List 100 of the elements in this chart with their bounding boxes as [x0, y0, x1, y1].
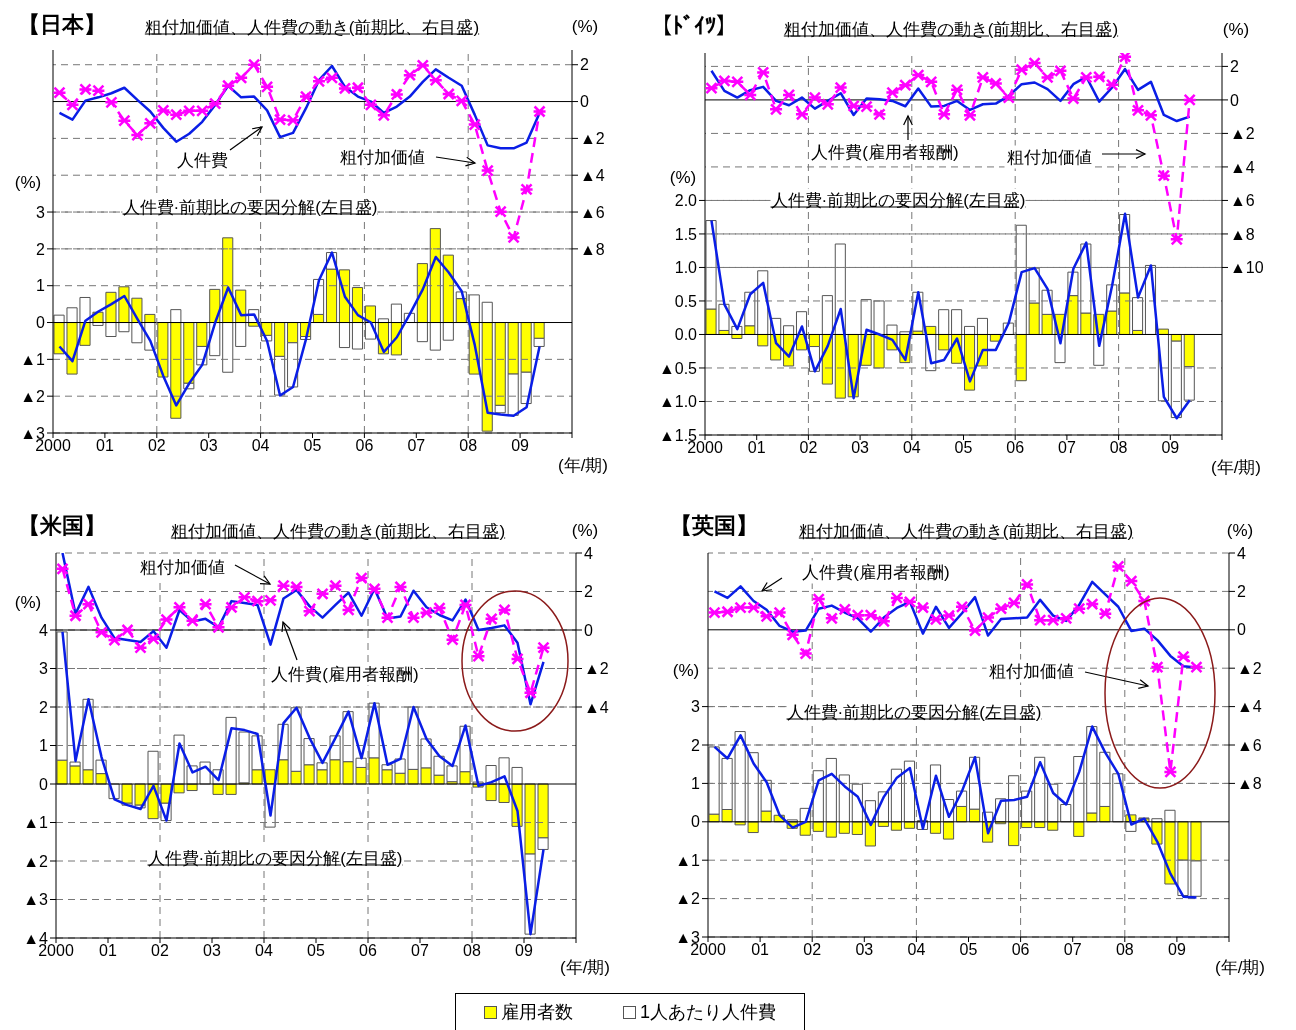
y-tick-label: ▲1 [20, 351, 46, 369]
x-tick-label: 01 [751, 941, 770, 959]
chart-title: 【米国】 [18, 512, 106, 540]
annotation: 人件費·前期比の要因分解(左目盛) [770, 188, 1026, 212]
y2-tick-label: 0 [580, 93, 589, 111]
y-axis-title: (%) [14, 593, 42, 613]
chart-subtitle: 粗付加価値、人件費の動き(前期比、右目盛) [144, 16, 480, 39]
y2-tick-label: ▲4 [584, 698, 609, 716]
chart-subtitle: 粗付加価値、人件費の動き(前期比、右目盛) [170, 520, 506, 543]
x-tick-label: 06 [1006, 439, 1025, 457]
x-tick-label: 01 [747, 439, 766, 457]
y-tick-label: 4 [39, 621, 49, 639]
y-tick-label: ▲1.0 [658, 393, 698, 411]
y-tick-label: 2 [691, 736, 701, 754]
x-tick-label: 08 [463, 942, 481, 960]
series-label: 人件費 [174, 148, 230, 172]
y2-axis-title: (%) [1222, 20, 1250, 40]
x-tick-label: 05 [959, 941, 978, 959]
x-tick-label: 01 [99, 942, 117, 960]
x-tick-label: 07 [1063, 941, 1082, 959]
y-tick-label: 3 [36, 203, 46, 221]
y2-tick-label: 2 [1237, 583, 1246, 601]
y2-tick-label: ▲8 [580, 240, 605, 258]
y2-tick-label: ▲2 [1237, 659, 1262, 677]
y2-tick-label: ▲6 [580, 203, 605, 221]
x-tick-label: 07 [1058, 439, 1076, 457]
x-axis-title: (年/期) [1214, 956, 1266, 979]
y-tick-label: 1.0 [674, 259, 698, 277]
y-tick-label: ▲1 [675, 851, 701, 869]
text: 人件費(雇用者報酬) [809, 140, 961, 164]
x-tick-label: 07 [407, 437, 426, 455]
chart-subtitle: 粗付加価値、人件費の動き(前期比、右目盛) [798, 520, 1134, 543]
y-tick-label: 3 [39, 660, 49, 678]
y2-tick-label: ▲10 [1230, 259, 1264, 277]
x-tick-label: 02 [147, 437, 166, 455]
y-tick-label: 0 [691, 813, 701, 831]
y2-tick-label: 0 [584, 621, 593, 639]
y-tick-label: 2.0 [674, 192, 698, 210]
y-tick-label: 2 [39, 698, 49, 716]
x-tick-label: 05 [303, 437, 322, 455]
chart-title: 【英国】 [670, 512, 758, 540]
x-tick-label: 02 [151, 942, 169, 960]
y-tick-label: ▲2 [20, 387, 46, 405]
y2-axis-title: (%) [571, 17, 599, 37]
chart-title: 【日本】 [18, 11, 106, 39]
y-tick-label: 1.5 [674, 225, 698, 243]
annotation: 人件費·前期比の要因分解(左目盛) [147, 846, 403, 870]
y2-axis-title: (%) [571, 521, 599, 541]
series-label: 粗付加価値 [986, 659, 1076, 683]
x-tick-label: 06 [359, 942, 377, 960]
y-tick-label: 0 [39, 775, 49, 793]
chart-subtitle: 粗付加価値、人件費の動き(前期比、右目盛) [783, 18, 1119, 41]
y2-tick-label: ▲6 [1230, 192, 1255, 210]
x-tick-label: 09 [1161, 439, 1180, 457]
y-tick-label: ▲3 [23, 891, 49, 909]
y2-tick-label: ▲4 [1230, 158, 1255, 176]
y-tick-label: 1 [691, 775, 701, 793]
x-tick-label: 07 [411, 942, 429, 960]
x-tick-label: 06 [1011, 941, 1030, 959]
x-tick-label: 02 [799, 439, 818, 457]
y2-axis-title: (%) [1226, 521, 1254, 541]
x-tick-label: 04 [902, 439, 921, 457]
y2-tick-label: ▲2 [584, 660, 609, 678]
x-tick-label: 04 [255, 942, 273, 960]
annotation: 人件費·前期比の要因分解(左目盛) [786, 700, 1042, 724]
y2-tick-label: 0 [1230, 91, 1239, 109]
annotation: 人件費·前期比の要因分解(左目盛) [122, 195, 378, 219]
y-axis-title: (%) [14, 173, 42, 193]
x-axis-title: (年/期) [557, 454, 609, 477]
x-axis-title: (年/期) [1210, 456, 1262, 479]
x-tick-label: 09 [1168, 941, 1186, 959]
y2-tick-label: 2 [1230, 58, 1239, 76]
y2-tick-label: ▲2 [1230, 125, 1255, 143]
y2-tick-label: 0 [1237, 621, 1246, 639]
text: 粗付加価値 [1004, 145, 1094, 169]
text: 粗付加価値 [337, 145, 427, 169]
y-tick-label: ▲2 [23, 852, 49, 870]
x-tick-label: 05 [954, 439, 973, 457]
y-tick-label: 1 [36, 277, 46, 295]
y-tick-label: 0.5 [674, 292, 698, 310]
x-tick-label: 03 [203, 942, 221, 960]
y-tick-label: ▲1 [23, 814, 49, 832]
y-tick-label: 0 [36, 314, 46, 332]
x-tick-label: 04 [907, 941, 926, 959]
y-axis-title: (%) [669, 168, 697, 188]
x-tick-label: 08 [459, 437, 478, 455]
x-tick-label: 03 [851, 439, 870, 457]
x-tick-label: 02 [803, 941, 822, 959]
y-tick-label: 0.0 [674, 326, 698, 344]
chart-title: 【ﾄﾞｲﾂ】 [650, 13, 738, 39]
y2-tick-label: 4 [1237, 544, 1246, 562]
x-tick-label: 09 [515, 942, 533, 960]
y2-tick-label: ▲6 [1237, 736, 1262, 754]
y2-tick-label: ▲2 [580, 130, 605, 148]
y2-tick-label: 2 [580, 56, 589, 74]
y-axis-title: (%) [672, 661, 700, 681]
y-tick-label: ▲0.5 [658, 359, 698, 377]
y-tick-label: 2 [36, 240, 46, 258]
y2-tick-label: ▲4 [580, 166, 605, 184]
series-label: 人件費(雇用者報酬) [269, 662, 421, 686]
